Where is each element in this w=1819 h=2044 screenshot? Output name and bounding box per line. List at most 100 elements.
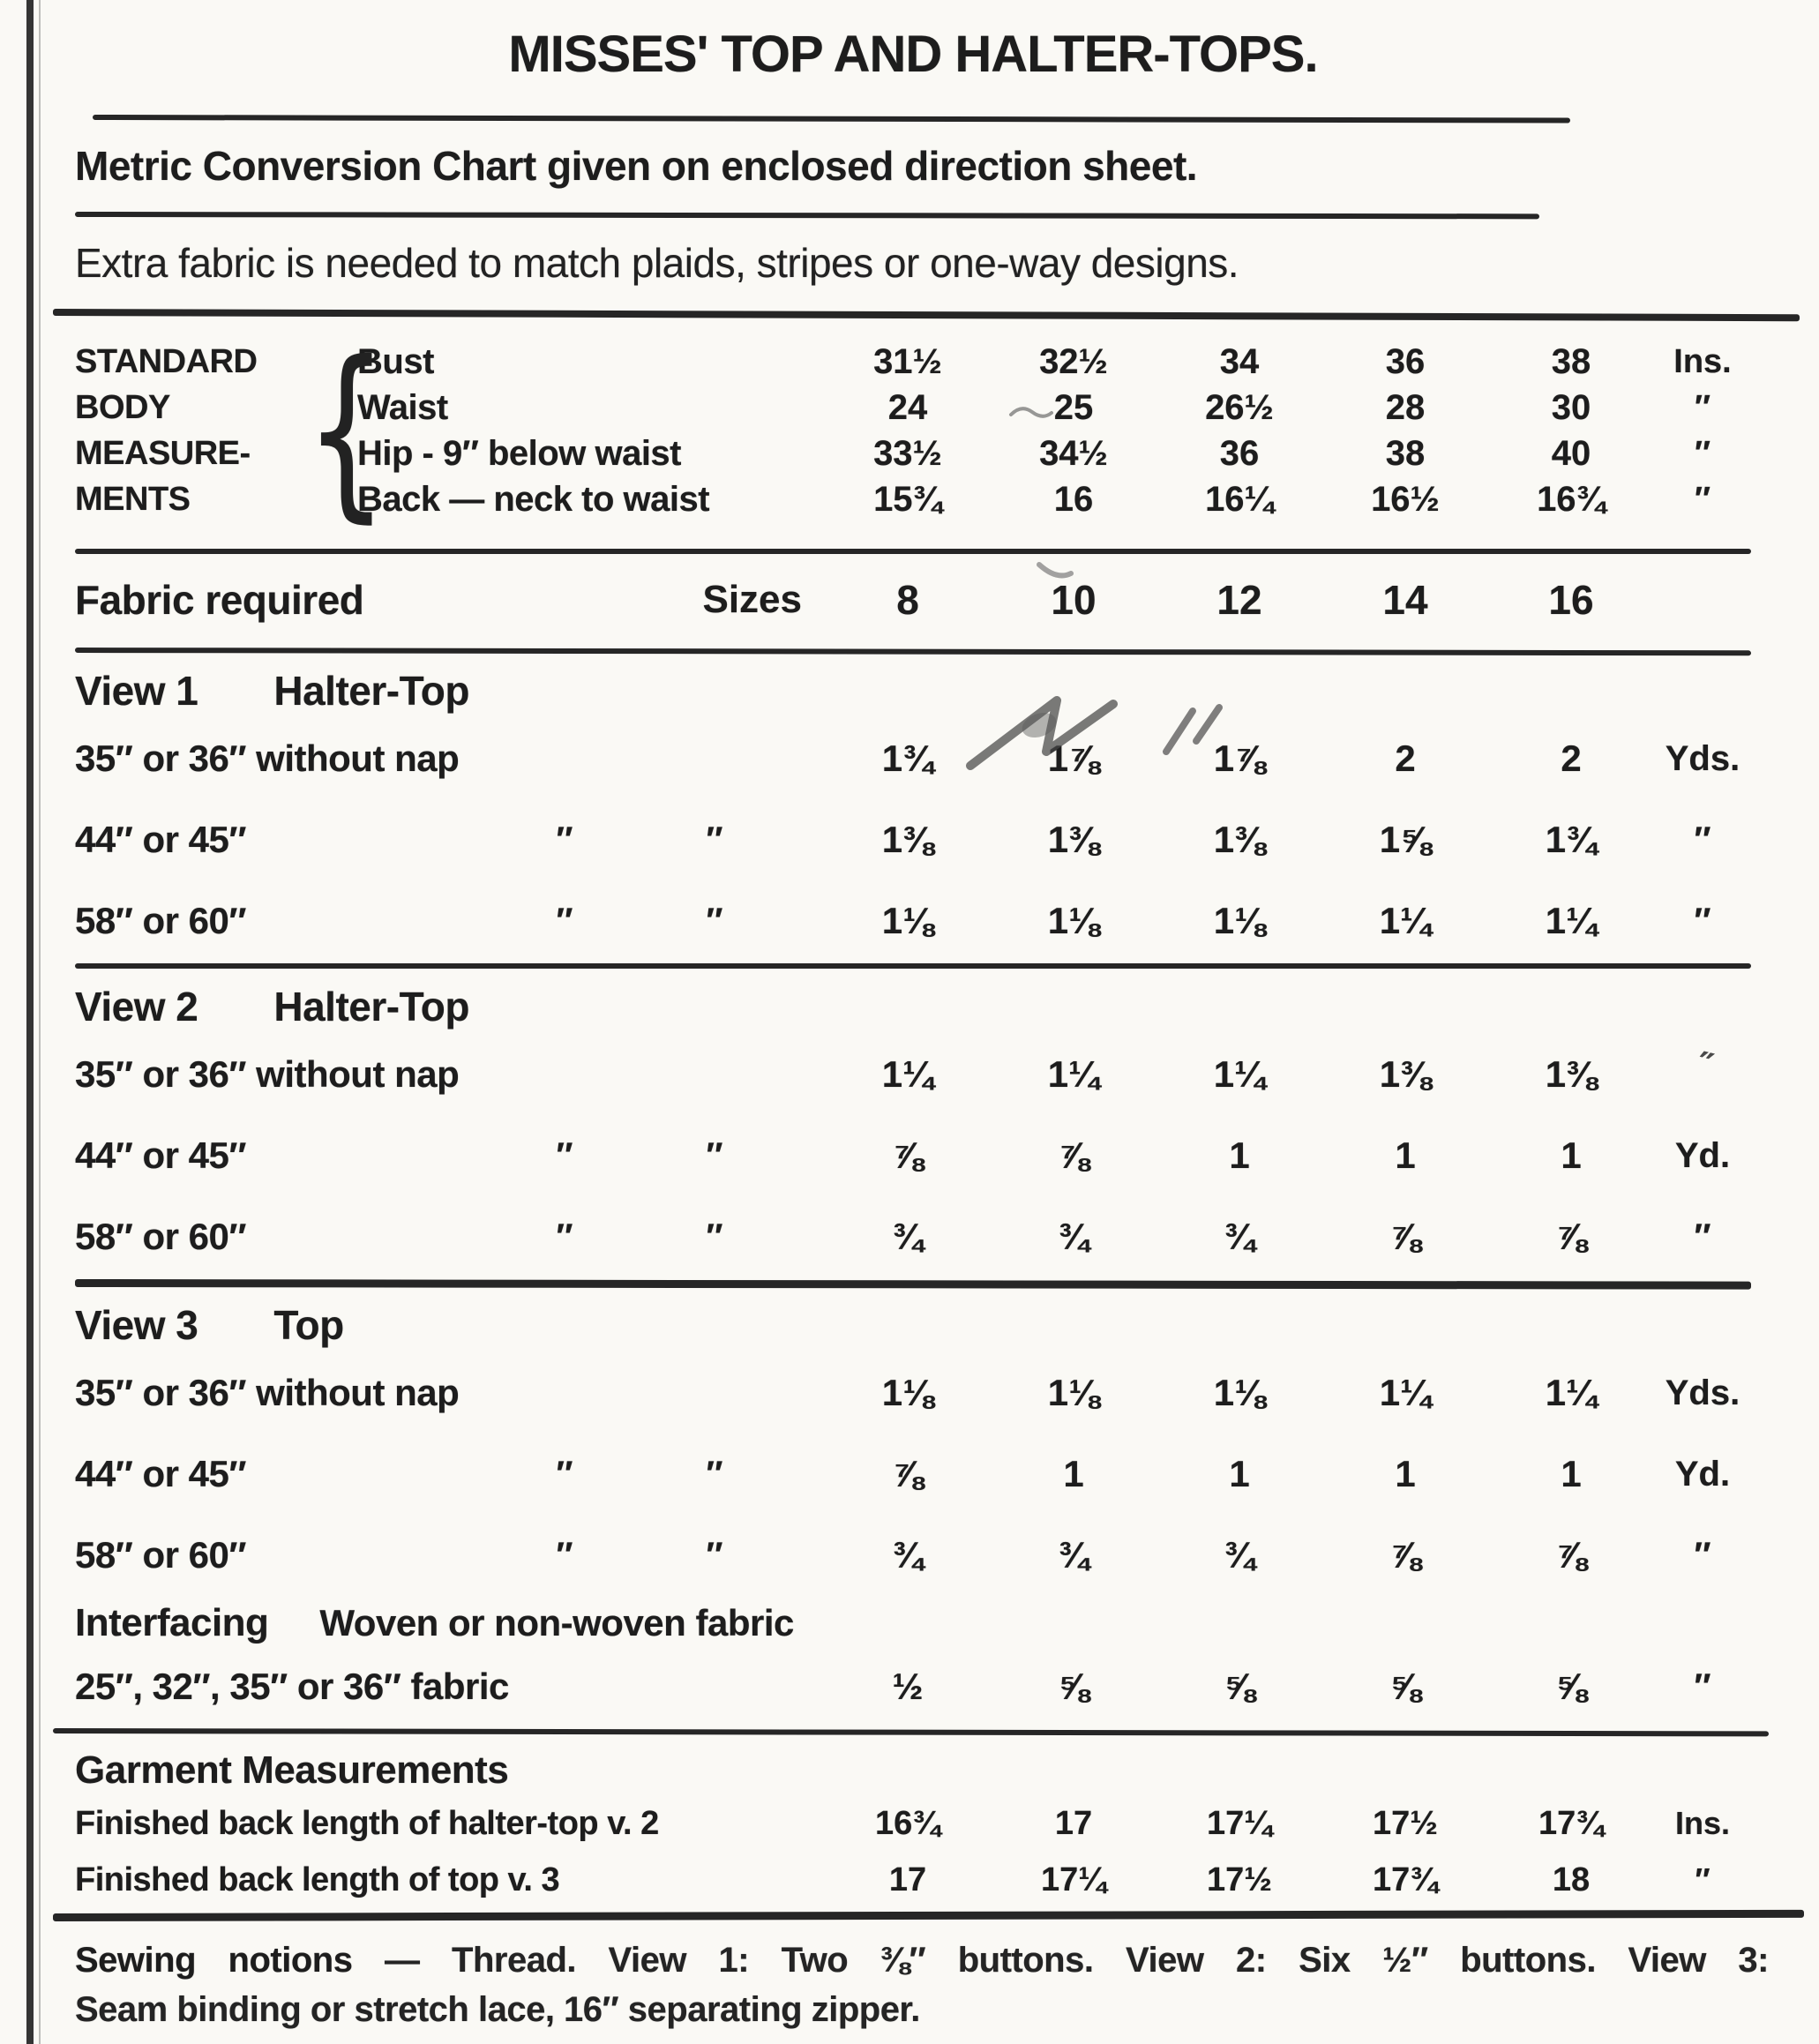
row-label: 35″ or 36″ without nap bbox=[75, 737, 460, 779]
cell: ⅝ bbox=[1224, 1666, 1255, 1707]
row-label: 58″ or 60″ bbox=[75, 1216, 247, 1257]
fabric-required-header: Fabric required Sizes 8 10 12 14 16 bbox=[75, 563, 1751, 637]
unit: Yd. bbox=[1674, 1454, 1731, 1494]
cell: 2 bbox=[1561, 737, 1582, 779]
cell: ⅞ bbox=[1555, 1534, 1587, 1576]
cell: 1¼ bbox=[1379, 1372, 1432, 1413]
cell: 16¾ bbox=[1537, 480, 1606, 519]
sewing-notions-text-line2: Seam binding or stretch lace, 16″ separa… bbox=[75, 1990, 920, 2029]
cell: 1 bbox=[1063, 1453, 1084, 1494]
cell: 1¼ bbox=[1545, 1372, 1598, 1413]
unit: ″ bbox=[1695, 1861, 1710, 1898]
cell: 1 bbox=[1561, 1134, 1582, 1176]
cell: 38 bbox=[1385, 434, 1426, 473]
table-row: 58″ or 60″ ″ ″ ¾ ¾ ¾ ⅞ ⅞ ″ bbox=[75, 1515, 1751, 1596]
label-line: STANDARD bbox=[75, 343, 258, 380]
table-row: Finished back length of halter-top v. 2 … bbox=[75, 1795, 1751, 1852]
ditto-mark: ″ bbox=[706, 1135, 723, 1175]
unit: Yds. bbox=[1665, 738, 1740, 778]
cell: 1¾ bbox=[1545, 819, 1598, 860]
extra-fabric-note: Extra fabric is needed to match plaids, … bbox=[75, 240, 1239, 286]
row-label-hip: Hip - 9″ below waist bbox=[357, 434, 682, 473]
cell: 36 bbox=[1385, 342, 1426, 381]
view-number: View 1 bbox=[75, 668, 198, 714]
row-label: 35″ or 36″ without nap bbox=[75, 1372, 460, 1413]
unit: ″ bbox=[1694, 901, 1711, 940]
table-row: 44″ or 45″ ″ ″ 1⅜ 1⅜ 1⅜ 1⅝ 1¾ ″ bbox=[75, 799, 1751, 880]
sewing-notions-label: Sewing notions bbox=[75, 1941, 353, 1980]
cell: 1¼ bbox=[1379, 900, 1432, 941]
unit: Yds. bbox=[1665, 1373, 1740, 1412]
page-title: MISSES' TOP AND HALTER-TOPS. bbox=[508, 26, 1318, 83]
cell: ⅝ bbox=[1555, 1666, 1587, 1707]
label-line: BODY bbox=[75, 389, 170, 426]
table-row: 25″, 32″, 35″ or 36″ fabric ½ ⅝ ⅝ ⅝ ⅝ ″ bbox=[75, 1652, 1751, 1721]
row-label: 44″ or 45″ bbox=[75, 1453, 247, 1494]
unit: ″ bbox=[1694, 1217, 1711, 1256]
unit: ″ bbox=[1694, 435, 1711, 472]
view-number: View 3 bbox=[75, 1302, 198, 1348]
body-measurements-label: STANDARD BODY MEASURE- MENTS { Bust Wais… bbox=[75, 321, 825, 539]
row-label: 25″, 32″, 35″ or 36″ fabric bbox=[75, 1666, 509, 1707]
unit: Ins. bbox=[1674, 1805, 1730, 1841]
cell: 40 bbox=[1551, 434, 1591, 473]
row-label: Finished back length of top v. 3 bbox=[75, 1861, 560, 1898]
cell: 2 bbox=[1395, 737, 1416, 779]
cell: 17¼ bbox=[1041, 1861, 1106, 1898]
cell: 1⅜ bbox=[1545, 1053, 1598, 1095]
cell: 17 bbox=[888, 1861, 927, 1898]
ditto-mark: ″ bbox=[706, 1217, 723, 1256]
garment-measurements-heading: Garment Measurements bbox=[75, 1748, 509, 1792]
cell: 1 bbox=[1395, 1134, 1416, 1176]
cell: 1¼ bbox=[1213, 1053, 1266, 1095]
interfacing-subtitle: Woven or non-woven fabric bbox=[319, 1602, 794, 1643]
brace-glyph: { bbox=[304, 321, 388, 539]
unit: ″ bbox=[1694, 1535, 1711, 1575]
table-row: 58″ or 60″ ″ ″ 1⅛ 1⅛ 1⅛ 1¼ 1¼ ″ bbox=[75, 880, 1751, 962]
size-column-header: 14 bbox=[1382, 577, 1428, 623]
cell: 1⅛ bbox=[881, 1372, 934, 1413]
table-row: 35″ or 36″ without nap 1¾ 1⅞ 1⅞ 2 2 Yds. bbox=[75, 718, 1751, 799]
cell: 1⅞ bbox=[1047, 737, 1100, 779]
size-column-header: 10 bbox=[1051, 577, 1097, 623]
divider bbox=[52, 1909, 1805, 1921]
unit: ″ bbox=[1694, 1666, 1711, 1706]
cell: 1 bbox=[1561, 1453, 1582, 1494]
cell: ¾ bbox=[1058, 1534, 1089, 1576]
unit: ″ bbox=[1694, 820, 1711, 859]
row-label: Finished back length of halter-top v. 2 bbox=[75, 1804, 659, 1842]
size-10-column: 32½ 25 34½ 16 bbox=[991, 339, 1157, 522]
row-label-waist: Waist bbox=[357, 388, 448, 427]
divider bbox=[75, 963, 1751, 969]
view2-title: View 2 Halter-Top bbox=[75, 983, 1751, 1034]
cell: 16½ bbox=[1371, 480, 1440, 519]
cell: 1⅜ bbox=[1213, 819, 1266, 860]
cell: 26½ bbox=[1205, 388, 1274, 427]
cell: 1⅛ bbox=[1213, 1372, 1266, 1413]
cell: 1¼ bbox=[1047, 1053, 1100, 1095]
cell: ¾ bbox=[1058, 1216, 1089, 1257]
table-row: 58″ or 60″ ″ ″ ¾ ¾ ¾ ⅞ ⅞ ″ bbox=[75, 1196, 1751, 1277]
cell: ¾ bbox=[892, 1534, 924, 1576]
size-12-column: 34 26½ 36 16¼ bbox=[1157, 339, 1322, 522]
table-row: Finished back length of top v. 3 17 17¼ … bbox=[75, 1852, 1751, 1908]
cell: 18 bbox=[1552, 1861, 1591, 1898]
cell: 17¾ bbox=[1373, 1861, 1438, 1898]
cell: ⅞ bbox=[892, 1134, 924, 1176]
row-label: 35″ or 36″ without nap bbox=[75, 1053, 460, 1095]
ditto-mark: ″ bbox=[706, 901, 723, 940]
cell: 1⅛ bbox=[1047, 1372, 1100, 1413]
cell: 1⅛ bbox=[1047, 900, 1100, 941]
ditto-mark: ″ bbox=[706, 1535, 723, 1575]
cell: 16¾ bbox=[875, 1804, 940, 1842]
label-line: MEASURE- bbox=[75, 435, 251, 472]
table-row: 44″ or 45″ ″ ″ ⅞ ⅞ 1 1 1 Yd. bbox=[75, 1115, 1751, 1196]
cell: 1¾ bbox=[881, 737, 934, 779]
interfacing-heading: Interfacing Woven or non-woven fabric bbox=[75, 1601, 1751, 1652]
cell: 16 bbox=[1053, 480, 1094, 519]
ditto-mark: ″ bbox=[556, 1535, 573, 1575]
cell: 17¾ bbox=[1538, 1804, 1604, 1842]
table-row: 35″ or 36″ without nap 1¼ 1¼ 1¼ 1⅜ 1⅜ ″ bbox=[75, 1034, 1751, 1115]
unit: Yd. bbox=[1674, 1135, 1731, 1175]
cell: 32½ bbox=[1039, 342, 1108, 381]
